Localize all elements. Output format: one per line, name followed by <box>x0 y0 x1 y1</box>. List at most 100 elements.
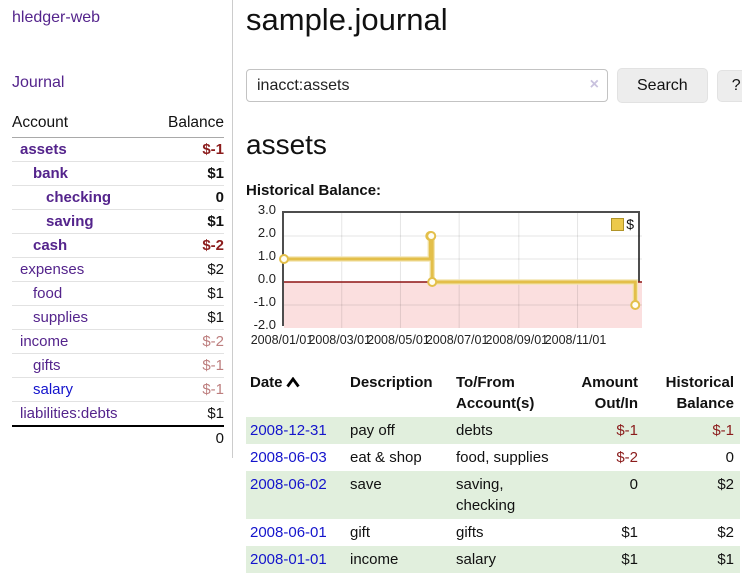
account-row: gifts $-1 <box>12 353 224 378</box>
transaction-date-link[interactable]: 2008-06-02 <box>250 476 327 493</box>
account-balance: $-2 <box>150 329 224 354</box>
transaction-row: 2008-01-01 income salary $1 $1 <box>246 546 740 573</box>
x-axis-tick-label: 2008/07/01 <box>425 333 489 347</box>
accounts-header-balance: Balance <box>150 112 224 138</box>
account-link-saving[interactable]: saving <box>46 213 94 230</box>
chart-plot-area: $ <box>279 211 642 328</box>
account-row: checking 0 <box>12 185 224 210</box>
transaction-balance: $2 <box>717 476 734 493</box>
x-axis-tick-label: 2008/01/01 <box>250 333 314 347</box>
account-link-liabilities-debts[interactable]: liabilities:debts <box>20 405 118 422</box>
transaction-balance: $-1 <box>712 422 734 439</box>
register-header-row: Date Description To/From Account(s) Amou… <box>246 370 740 417</box>
register-header-balance: Historical Balance <box>665 374 734 412</box>
transaction-row: 2008-06-01 gift gifts $1 $2 <box>246 519 740 546</box>
register-header-description: Description <box>350 374 433 391</box>
account-link-assets[interactable]: assets <box>20 141 67 158</box>
x-axis-tick-label: 2008/11/01 <box>544 333 607 347</box>
transaction-balance: 0 <box>725 449 734 466</box>
accounts-total-spacer <box>12 425 151 450</box>
transaction-description: gift <box>350 524 371 541</box>
account-link-expenses[interactable]: expenses <box>20 261 85 278</box>
accounts-table: Account Balance assets $-1 bank $1 checkin… <box>12 112 224 450</box>
legend-label: $ <box>626 216 634 232</box>
transaction-description: pay off <box>350 422 395 439</box>
account-row: expenses $2 <box>12 257 224 282</box>
account-balance: $1 <box>150 209 224 234</box>
account-link-checking[interactable]: checking <box>46 189 112 206</box>
page-title: sample.journal <box>246 2 448 37</box>
account-heading: assets <box>246 129 327 160</box>
chart-heading: Historical Balance: <box>246 182 382 199</box>
chart-canvas <box>279 213 642 328</box>
clear-search-icon[interactable]: × <box>589 76 599 93</box>
account-link-food[interactable]: food <box>33 285 63 302</box>
register-header-accounts: To/From Account(s) <box>456 374 535 412</box>
account-balance: $2 <box>150 257 224 282</box>
transaction-amount: $-1 <box>616 422 638 439</box>
account-row: bank $1 <box>12 161 224 186</box>
transaction-row: 2008-06-02 save saving, checking 0 $2 <box>246 471 740 519</box>
register-header-amount: Amount Out/In <box>581 374 638 412</box>
transaction-description: income <box>350 551 399 568</box>
account-balance: $-1 <box>202 141 224 158</box>
register-header-date[interactable]: Date <box>246 370 346 417</box>
account-balance: $1 <box>150 161 224 186</box>
account-link-supplies[interactable]: supplies <box>33 309 89 326</box>
account-link-gifts[interactable]: gifts <box>33 357 61 374</box>
transaction-date-link[interactable]: 2008-01-01 <box>250 551 327 568</box>
transaction-accounts: salary <box>456 551 497 568</box>
account-row: income $-2 <box>12 329 224 354</box>
y-axis-tick-label: 3.0 <box>257 202 276 217</box>
account-link-cash[interactable]: cash <box>33 237 68 254</box>
account-balance: $-2 <box>150 233 224 258</box>
transaction-row: 2008-12-31 pay off debts $-1 $-1 <box>246 417 740 444</box>
legend-swatch-icon <box>611 217 625 231</box>
account-row: cash $-2 <box>12 233 224 258</box>
transaction-accounts: debts <box>456 422 493 439</box>
account-balance: $1 <box>150 401 224 426</box>
search-input[interactable] <box>246 69 608 102</box>
x-axis-tick-label: 2008/09/01 <box>485 333 549 347</box>
main-content: sample.journal × Search ? assets Histori… <box>233 0 742 585</box>
y-axis-tick-label: -2.0 <box>253 317 276 332</box>
account-balance: $1 <box>150 305 224 330</box>
historical-balance-chart: 3.0 2.0 1.0 0.0 -1.0 -2.0 $ 2008/01/01 2008/03… <box>246 202 726 351</box>
transaction-balance: $1 <box>717 551 734 568</box>
account-balance: 0 <box>150 185 224 210</box>
transaction-accounts: gifts <box>456 524 484 541</box>
help-button[interactable]: ? <box>716 69 742 102</box>
transaction-amount: $-2 <box>616 449 638 466</box>
search-button[interactable]: Search <box>617 68 708 103</box>
y-axis-tick-label: -1.0 <box>253 294 276 309</box>
sidebar: hledger-web Journal Account Balance asse… <box>0 0 233 458</box>
account-balance: $-1 <box>150 377 224 402</box>
account-row: supplies $1 <box>12 305 224 330</box>
transaction-row: 2008-06-03 eat & shop food, supplies $-2… <box>246 444 740 471</box>
transaction-amount: $1 <box>621 524 638 541</box>
search-bar: × Search ? <box>246 68 742 103</box>
sidebar-item-journal[interactable]: Journal <box>12 74 65 91</box>
sort-ascending-icon <box>285 376 300 388</box>
transaction-amount: 0 <box>629 476 638 493</box>
accounts-total-balance: 0 <box>150 425 224 450</box>
y-axis-tick-label: 0.0 <box>257 271 276 286</box>
account-link-bank[interactable]: bank <box>33 165 69 182</box>
transaction-date-link[interactable]: 2008-06-01 <box>250 524 327 541</box>
chart-legend: $ <box>611 216 634 232</box>
accounts-header-account: Account <box>12 112 151 138</box>
app-title-link[interactable]: hledger-web <box>12 9 101 26</box>
account-row: food $1 <box>12 281 224 306</box>
transaction-date-link[interactable]: 2008-12-31 <box>250 422 327 439</box>
transaction-accounts: food, supplies <box>456 449 549 466</box>
search-box: × <box>246 69 608 102</box>
transaction-date-link[interactable]: 2008-06-03 <box>250 449 327 466</box>
accounts-header-row: Account Balance <box>12 112 224 138</box>
account-row: salary $-1 <box>12 377 224 402</box>
account-link-income[interactable]: income <box>20 333 69 350</box>
account-link-salary[interactable]: salary <box>33 381 74 398</box>
x-axis-tick-label: 2008/03/01 <box>308 333 372 347</box>
account-row: assets $-1 <box>12 138 224 162</box>
account-balance: $1 <box>150 281 224 306</box>
